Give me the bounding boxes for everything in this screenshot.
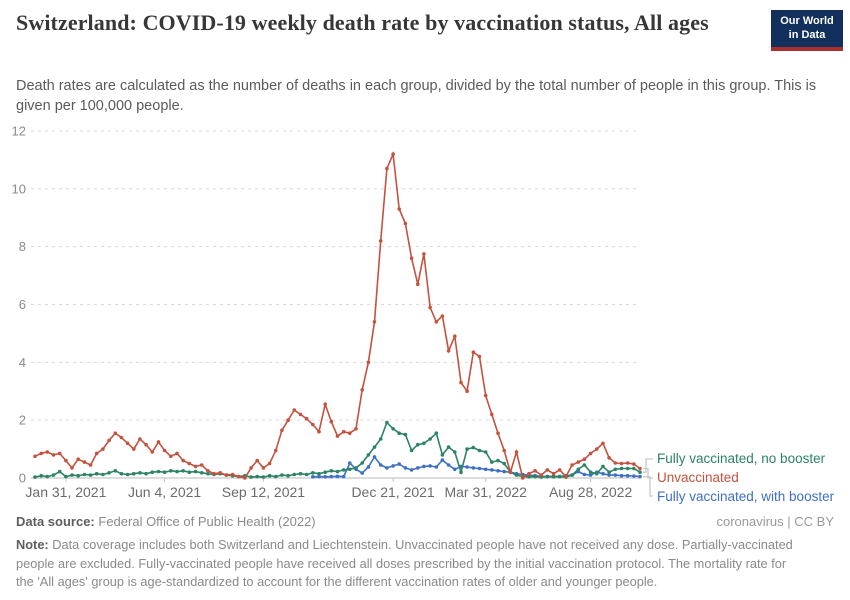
svg-text:12: 12	[12, 123, 26, 138]
svg-text:Jun 4, 2021: Jun 4, 2021	[128, 484, 201, 500]
note-label: Note:	[16, 537, 49, 552]
legend-item-unvaccinated[interactable]: Unvaccinated	[657, 470, 739, 485]
footer-note: Note: Data coverage includes both Switze…	[16, 536, 806, 592]
svg-text:Aug 28, 2022: Aug 28, 2022	[549, 484, 633, 500]
source-label: Data source:	[16, 514, 95, 529]
legend-item-fully-vaccinated-with-booster[interactable]: Fully vaccinated, with booster	[657, 489, 835, 504]
svg-text:2: 2	[19, 413, 26, 428]
owid-logo[interactable]: Our World in Data	[771, 10, 843, 51]
owid-logo-line1: Our World	[780, 15, 834, 27]
source-value: Federal Office of Public Health (2022)	[98, 514, 316, 529]
svg-text:8: 8	[19, 239, 26, 254]
line-chart: 0 2 4 6 8 10 12 Jan 31, 2021 Jun 4, 2021 Sep 12, …	[12, 123, 653, 500]
svg-text:4: 4	[19, 355, 26, 370]
license-badge[interactable]: coronavirus | CC BY	[716, 514, 834, 529]
owid-logo-line2: in Data	[788, 28, 826, 41]
svg-text:0: 0	[19, 471, 26, 486]
footer-source-row: Data source: Federal Office of Public He…	[16, 514, 834, 529]
svg-text:Jan 31, 2021: Jan 31, 2021	[25, 484, 106, 500]
legend-item-fully-vaccinated-no-booster[interactable]: Fully vaccinated, no booster	[657, 451, 826, 466]
chart-subtitle: Death rates are calculated as the number…	[16, 78, 817, 115]
svg-text:6: 6	[19, 297, 26, 312]
svg-text:Dec 21, 2021: Dec 21, 2021	[351, 484, 434, 500]
note-text: Data coverage includes both Switzerland …	[16, 537, 793, 590]
svg-text:Sep 12, 2021: Sep 12, 2021	[222, 484, 306, 500]
page-title: Switzerland: COVID-19 weekly death rate …	[16, 10, 709, 35]
svg-text:10: 10	[12, 181, 26, 196]
svg-text:Mar 31, 2022: Mar 31, 2022	[444, 484, 527, 500]
